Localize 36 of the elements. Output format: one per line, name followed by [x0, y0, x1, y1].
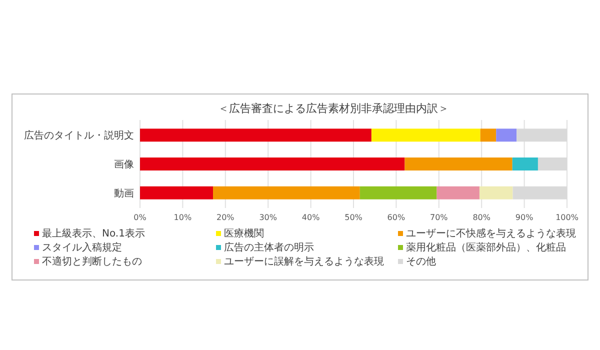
- y-tick-label: 広告のタイトル・説明文: [24, 130, 134, 142]
- x-tick-label: 10%: [174, 213, 192, 222]
- x-tick-label: 60%: [387, 213, 406, 222]
- legend-label: 最上級表示、No.1表示: [42, 228, 145, 240]
- bar: [512, 158, 538, 170]
- bar: [360, 186, 437, 200]
- legend-label: ユーザーに誤解を与えるような表現: [224, 256, 384, 268]
- bar: [496, 128, 517, 142]
- bar: [213, 186, 360, 200]
- y-tick-label: 動画: [114, 188, 134, 200]
- x-tick-label: 30%: [259, 213, 278, 222]
- legend-label: 広告の主体者の明示: [224, 242, 314, 254]
- x-tick-label: 90%: [515, 213, 534, 222]
- x-tick-label: 80%: [472, 213, 491, 222]
- bar: [436, 186, 480, 200]
- x-tick-label: 0%: [134, 213, 147, 222]
- bar: [140, 158, 405, 170]
- bar: [371, 128, 480, 142]
- x-tick-label: 40%: [302, 213, 320, 222]
- x-tick-label: 20%: [216, 213, 235, 222]
- legend-label: その他: [406, 256, 436, 268]
- legend-label: ユーザーに不快感を与えるような表現: [406, 228, 576, 240]
- legend-label: 薬用化粧品（医薬部外品）、化粧品: [406, 242, 566, 254]
- bar: [479, 186, 513, 200]
- legend-label: 医療機関: [224, 228, 264, 240]
- legend-label: 不適切と判断したもの: [42, 256, 142, 268]
- bar: [480, 128, 496, 142]
- bar: [140, 186, 214, 200]
- legend-label: スタイル入稿規定: [42, 242, 122, 254]
- chart-title: ＜広告審査による広告素材別非承認理由内訳＞: [218, 102, 449, 115]
- x-tick-label: 50%: [344, 213, 363, 222]
- bar: [404, 158, 512, 170]
- bar: [140, 128, 372, 142]
- x-tick-label: 70%: [430, 213, 448, 222]
- y-tick-label: 画像: [114, 158, 134, 170]
- x-tick-label: 100%: [556, 213, 579, 222]
